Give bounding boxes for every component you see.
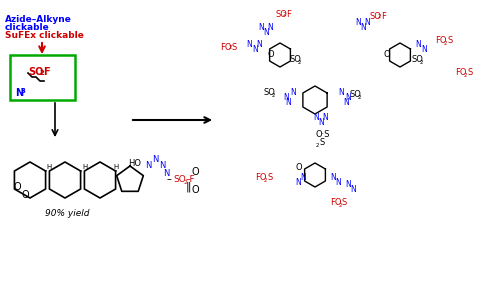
Text: 2: 2 <box>283 12 286 17</box>
Text: 2: 2 <box>420 60 424 65</box>
Text: N: N <box>360 23 366 32</box>
Text: O: O <box>22 190 30 200</box>
Text: H: H <box>46 164 52 170</box>
Text: N: N <box>364 18 370 27</box>
Text: N: N <box>263 28 269 37</box>
Text: 2: 2 <box>272 93 276 98</box>
Text: N: N <box>338 88 344 97</box>
Text: O: O <box>191 167 198 177</box>
Text: –: – <box>167 174 172 184</box>
Text: FO: FO <box>455 68 466 77</box>
Text: SuFEx clickable: SuFEx clickable <box>5 31 84 40</box>
Text: 2: 2 <box>358 95 362 100</box>
Text: S: S <box>267 173 272 182</box>
Text: N: N <box>152 155 158 163</box>
Text: 2: 2 <box>464 73 468 78</box>
Text: N: N <box>343 98 349 107</box>
Text: –F: –F <box>186 175 196 184</box>
Text: N: N <box>421 45 427 54</box>
Text: 2: 2 <box>378 14 382 19</box>
Text: N: N <box>15 88 23 98</box>
Text: N: N <box>313 113 319 122</box>
Text: H: H <box>113 164 118 170</box>
Text: N: N <box>256 40 262 49</box>
Text: FO: FO <box>330 198 342 207</box>
Text: N: N <box>283 93 289 102</box>
Text: O·S: O·S <box>316 130 330 139</box>
Text: 2: 2 <box>316 143 320 148</box>
Text: N: N <box>163 168 170 178</box>
Text: F: F <box>381 12 386 21</box>
Text: N: N <box>290 88 296 97</box>
Text: N: N <box>145 160 152 170</box>
Text: S: S <box>342 198 347 207</box>
Text: N: N <box>355 18 361 27</box>
Text: FO: FO <box>435 36 446 45</box>
Text: N: N <box>350 185 356 194</box>
Text: N: N <box>322 113 328 122</box>
Text: SO: SO <box>275 10 287 19</box>
Text: N: N <box>345 180 351 189</box>
Text: O: O <box>14 182 22 192</box>
Text: clickable: clickable <box>5 23 50 32</box>
Text: O: O <box>191 185 198 195</box>
Text: SO: SO <box>173 175 186 184</box>
Text: N: N <box>285 98 291 107</box>
Text: 2: 2 <box>339 203 342 208</box>
Text: N: N <box>415 40 421 49</box>
Text: S: S <box>447 36 452 45</box>
Text: FO: FO <box>255 173 266 182</box>
Text: HO: HO <box>128 158 141 168</box>
Text: 2: 2 <box>40 70 45 76</box>
Text: N: N <box>330 173 336 182</box>
Text: N: N <box>252 45 258 54</box>
Text: SO: SO <box>28 67 44 77</box>
Text: F: F <box>43 67 50 77</box>
Text: O: O <box>295 163 302 172</box>
Text: N: N <box>295 178 301 187</box>
Text: S: S <box>467 68 472 77</box>
Text: F: F <box>286 10 291 19</box>
Text: N: N <box>300 173 306 182</box>
Text: ‖: ‖ <box>186 181 192 191</box>
Text: 2: 2 <box>444 41 448 46</box>
Text: 2: 2 <box>264 178 268 183</box>
Text: 2: 2 <box>183 180 187 185</box>
Text: S: S <box>232 43 237 52</box>
Text: N: N <box>318 118 324 127</box>
Text: SO: SO <box>264 88 276 97</box>
Text: N: N <box>335 178 341 187</box>
Text: S: S <box>320 138 325 147</box>
Text: FO: FO <box>220 43 232 52</box>
Text: 2: 2 <box>298 60 302 65</box>
Text: O: O <box>384 50 390 59</box>
Text: SO: SO <box>350 90 362 99</box>
Bar <box>10 55 75 100</box>
Text: SO: SO <box>370 12 382 21</box>
Text: N: N <box>267 23 273 32</box>
Text: Azide–Alkyne: Azide–Alkyne <box>5 15 72 24</box>
Text: N: N <box>345 93 351 102</box>
Text: 3: 3 <box>21 88 26 94</box>
Text: N: N <box>159 160 166 170</box>
Text: 2: 2 <box>229 45 232 50</box>
Text: 90% yield: 90% yield <box>45 209 90 218</box>
Text: N: N <box>258 23 264 32</box>
Text: N: N <box>246 40 252 49</box>
Text: O: O <box>268 50 274 59</box>
Text: SO: SO <box>412 55 424 64</box>
Text: H: H <box>82 164 87 170</box>
Text: SO: SO <box>290 55 302 64</box>
